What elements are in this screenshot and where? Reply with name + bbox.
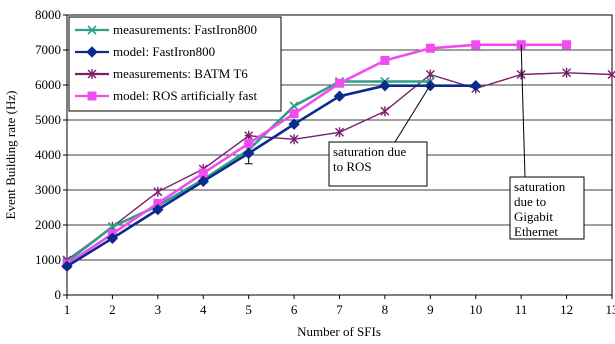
y-tick-label: 6000 [35,77,61,92]
x-tick-label: 13 [606,302,615,317]
series-1 [61,79,482,273]
annotation-text: due to [514,194,546,209]
annotation-leader [394,84,431,143]
legend-item: model: ROS artificially fast [75,88,257,103]
y-tick-label: 7000 [35,42,61,57]
data-point [470,79,482,92]
y-tick-label: 8000 [35,7,61,22]
y-tick-label: 2000 [35,217,61,232]
x-tick-label: 4 [200,302,207,317]
data-point [244,138,254,148]
legend-label: model: ROS artificially fast [113,88,257,103]
data-point [425,69,435,80]
data-point [471,40,481,50]
y-tick-label: 0 [55,287,62,302]
legend-item: measurements: FastIron800 [75,22,257,37]
x-tick-label: 8 [382,302,389,317]
annotation-box [328,141,428,187]
legend-swatch-marker [87,91,97,101]
data-point [562,40,572,50]
data-point [335,78,344,88]
data-point [380,56,390,65]
annotation-text: saturation due [333,144,407,159]
data-point [335,127,344,138]
y-axis-ticks: 0 1000 2000 3000 4000 5000 6000 7000 8000 [35,7,67,302]
legend-swatch-marker [87,69,97,79]
data-point [289,101,299,111]
legend-swatch-marker [86,46,98,58]
legend-item: measurements: BATM T6 [75,66,248,81]
data-point [379,79,391,92]
data-point [425,43,435,53]
legend-label: measurements: FastIron800 [113,22,257,37]
annotation-leader [520,44,526,178]
data-point [106,232,119,245]
data-point [333,90,346,102]
x-tick-label: 7 [336,302,343,317]
y-tick-label: 1000 [35,252,61,267]
legend-label: model: FastIron800 [113,44,215,59]
x-tick-label: 12 [560,302,573,317]
annotation-text: to ROS [333,159,372,174]
x-tick-label: 6 [291,302,298,317]
legend: measurements: FastIron800 model: FastIron… [68,16,282,112]
annotation-text: Gigabit [514,209,553,224]
data-point [152,203,164,216]
y-axis-label: Event Building rate (Hz) [3,91,18,220]
legend-label: measurements: BATM T6 [113,66,248,81]
series-line [66,43,567,266]
legend-item: model: FastIron800 [75,44,215,59]
annotation-box [509,176,585,240]
x-tick-label: 5 [245,302,252,317]
y-tick-label: 3000 [35,182,61,197]
data-point [61,260,73,273]
data-point [288,118,300,130]
data-point [197,175,209,187]
data-point [516,69,526,80]
y-tick-label: 5000 [35,112,61,127]
legend-swatch-marker [87,25,97,35]
x-tick-label: 10 [469,302,482,317]
x-tick-label: 3 [155,302,162,317]
data-point [153,186,163,197]
y-tick-label: 4000 [35,147,61,162]
data-point [380,106,390,117]
x-tick-label: 1 [64,302,71,317]
data-point [289,109,299,119]
data-point [562,67,572,78]
data-point [242,147,255,159]
x-axis-ticks: 12345678910111213 [64,295,615,317]
x-axis-label: Number of SFIs [297,324,381,339]
annotation-text: saturation [514,179,566,194]
x-tick-label: 2 [109,302,116,317]
x-tick-label: 11 [515,302,528,317]
data-point [289,134,299,145]
annotation-text: Ethernet [514,224,558,239]
series-group [61,40,615,273]
series-line [66,84,476,268]
x-tick-label: 9 [427,302,434,317]
